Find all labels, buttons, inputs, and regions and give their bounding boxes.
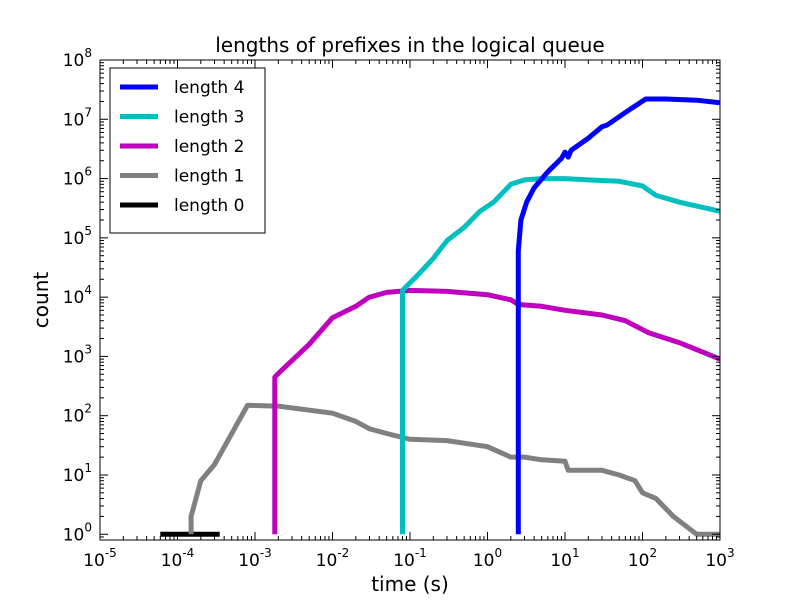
series-layer <box>160 96 720 537</box>
x-tick-label: 103 <box>705 546 734 571</box>
y-axis-label: count <box>29 272 53 329</box>
y-tick-label: 104 <box>63 283 92 308</box>
chart-title: lengths of prefixes in the logical queue <box>215 33 604 57</box>
legend-label: length 0 <box>174 196 244 216</box>
legend-label: length 4 <box>174 78 244 98</box>
x-tick-label: 10-4 <box>161 546 195 571</box>
y-tick-label: 105 <box>63 224 92 249</box>
legend-label: length 2 <box>174 137 244 157</box>
series-line-length-4 <box>515 96 720 535</box>
series-line-length-1 <box>188 402 720 537</box>
legend-label: length 3 <box>174 108 244 128</box>
series-line-length-2 <box>272 287 720 535</box>
y-tick-label: 100 <box>63 520 92 545</box>
y-tick-label: 103 <box>63 342 92 367</box>
legend-label: length 1 <box>174 167 244 187</box>
x-tick-label: 100 <box>473 546 502 571</box>
x-tick-label: 10-1 <box>393 546 427 571</box>
legend: length 4 length 3 length 2 length 1 length 0 <box>109 67 266 234</box>
y-tick-label: 101 <box>63 461 92 486</box>
y-tick-label: 106 <box>63 165 92 190</box>
x-tick-label: 10-2 <box>316 546 350 571</box>
tick-layer: 10-5 10-4 10-3 10-2 10-1 100 101 102 103 100 101 10… <box>63 46 735 571</box>
x-tick-label: 101 <box>550 546 579 571</box>
y-tick-label: 107 <box>63 105 92 130</box>
y-tick-label: 102 <box>63 402 92 427</box>
x-tick-label: 10-5 <box>83 546 117 571</box>
x-tick-label: 10-3 <box>238 546 272 571</box>
series-line-length-3 <box>400 176 720 535</box>
x-axis-label: time (s) <box>371 572 449 596</box>
y-tick-label: 108 <box>63 46 92 71</box>
x-tick-label: 102 <box>628 546 657 571</box>
